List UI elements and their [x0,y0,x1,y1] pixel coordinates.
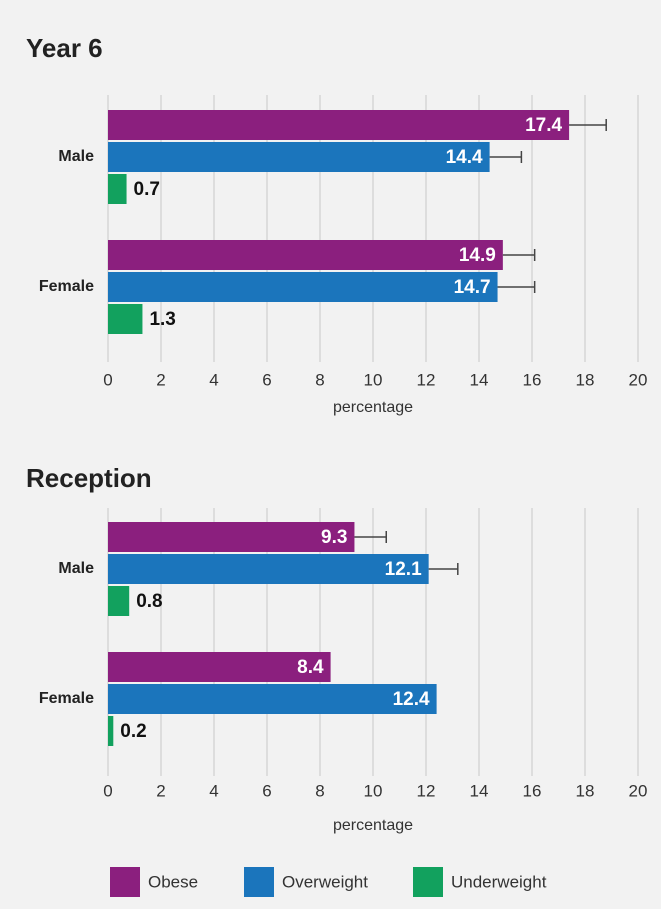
bar [108,586,130,616]
value-label: 1.3 [149,309,175,330]
legend-swatch [244,867,274,897]
x-tick-label: 12 [417,370,436,389]
value-label: 12.4 [393,689,430,710]
bar [108,554,429,584]
legend-swatch [110,867,140,897]
category-label: Male [58,560,94,577]
x-tick-label: 16 [523,781,542,800]
bar [108,110,570,140]
category-label: Male [58,148,94,165]
x-tick-label: 6 [262,370,271,389]
category-label: Female [39,690,94,707]
value-label: 17.4 [525,115,562,136]
bar [108,652,331,682]
x-tick-label: 10 [364,370,383,389]
error-bar [502,249,536,261]
bar [108,142,490,172]
x-tick-label: 0 [103,781,112,800]
x-tick-label: 2 [156,781,165,800]
value-label: 12.1 [385,559,422,580]
legend-label: Obese [148,872,198,891]
x-tick-label: 8 [315,781,324,800]
value-label: 0.2 [120,721,146,742]
value-label: 14.7 [454,277,491,298]
x-tick-label: 18 [576,370,595,389]
error-bar [428,563,459,575]
x-tick-label: 0 [103,370,112,389]
x-tick-label: 20 [629,781,648,800]
x-axis-label: percentage [333,817,413,834]
error-bar [489,151,523,163]
value-label: 14.4 [446,147,483,168]
bar [108,522,355,552]
bar [108,304,143,334]
legend-label: Underweight [451,872,547,891]
x-tick-label: 20 [629,370,648,389]
category-label: Female [39,278,94,295]
bar [108,716,114,746]
chart-title: Reception [26,463,152,493]
x-tick-label: 10 [364,781,383,800]
error-bar [497,281,536,293]
x-tick-label: 14 [470,370,489,389]
value-label: 14.9 [459,245,496,266]
value-label: 0.7 [134,179,160,200]
x-axis-label: percentage [333,399,413,416]
x-tick-label: 2 [156,370,165,389]
legend-label: Overweight [282,872,368,891]
error-bar [354,531,387,543]
bar [108,684,437,714]
legend-swatch [413,867,443,897]
x-tick-label: 14 [470,781,489,800]
bar [108,272,498,302]
x-tick-label: 16 [523,370,542,389]
bar [108,240,503,270]
bar [108,174,127,204]
chart-title: Year 6 [26,33,103,63]
x-tick-label: 4 [209,781,218,800]
value-label: 0.8 [136,591,162,612]
error-bar [569,119,607,131]
x-tick-label: 18 [576,781,595,800]
value-label: 8.4 [297,657,324,678]
x-tick-label: 8 [315,370,324,389]
x-tick-label: 12 [417,781,436,800]
x-tick-label: 4 [209,370,218,389]
value-label: 9.3 [321,527,347,548]
x-tick-label: 6 [262,781,271,800]
